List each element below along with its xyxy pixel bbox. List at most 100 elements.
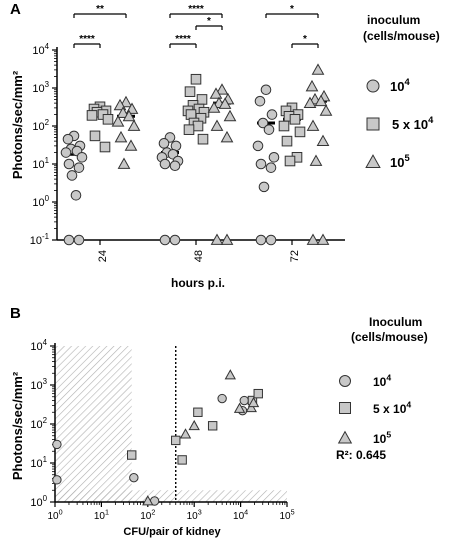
b-point [247,396,260,408]
a-point [215,83,229,95]
a-point [158,138,170,149]
b-point [127,450,137,460]
a-point [184,86,196,97]
b-x-tick-label-2: 102 [140,508,155,523]
a-significance-bracket: **** [73,34,101,48]
a-point [284,155,296,167]
legend-b-label-triangle: 105 [373,430,391,446]
a-point [197,133,209,145]
b-y-axis-title: Photons/sec/mm² [10,371,25,480]
a-point [209,87,223,99]
b-x-tick-label-0: 100 [47,508,62,523]
a-point [314,94,328,107]
a-point [102,114,114,125]
a-series-48-triangle [207,83,237,245]
a-y-tick-label-2: 102 [32,118,49,133]
a-point [70,190,82,201]
a-point [62,133,74,145]
a-point [254,95,266,107]
b-point [193,407,203,417]
a-point [207,101,221,113]
a-significance-label: * [290,4,294,15]
b-y-tick-label-3: 101 [30,455,47,470]
b-series-circle [52,393,249,506]
a-series-48-square [182,73,210,145]
a-significance-bracket: * [195,16,223,30]
a-point [252,140,264,152]
a-point [117,157,131,169]
a-point [116,106,130,118]
b-series-triangle [142,369,260,506]
a-significance-label: ** [96,4,104,15]
a-y-tick-label-1: 103 [32,80,49,95]
a-y-tick-label-5: 10-1 [30,232,50,247]
b-x-axis-title: CFU/pair of kidney [123,526,221,538]
a-significance-bracket: **** [169,4,223,18]
a-series-48-circle [156,132,184,246]
legend-b-marker-circle [339,375,351,387]
b-y-tick-label-4: 100 [30,494,47,509]
a-point [255,158,267,170]
a-series-24-triangle [111,95,141,169]
legend-b-label-circle: 104 [373,373,391,389]
a-significance-bracket: * [291,34,319,48]
a-point [159,234,171,246]
legend-a-marker-circle [366,79,380,93]
a-point [169,234,181,246]
legend-b-title-1: Inoculum [369,315,422,329]
a-point [294,126,306,138]
a-point [278,120,290,132]
a-point [169,160,181,172]
a-point [263,124,275,135]
b-hatched-region-x [55,346,132,502]
a-point [266,109,278,120]
legend-b: Inoculum (cells/mouse) 104 5 x 104 105 [337,315,428,446]
a-point [196,94,208,105]
b-point [233,402,246,413]
b-point [217,393,227,404]
a-point [111,115,125,127]
a-point [210,233,224,245]
a-significance-bracket: * [265,4,319,18]
a-significance-label: **** [79,34,95,45]
a-point [268,152,280,163]
legend-b-marker-triangle [337,430,353,444]
a-point [309,154,323,166]
b-point [245,401,257,413]
panel-a-label: A [10,1,21,18]
a-point [265,234,277,246]
a-point [73,162,85,173]
a-point [319,104,333,116]
legend-b-title-2: (cells/mouse) [351,330,428,344]
b-point [188,419,200,431]
a-point [122,109,136,122]
a-point [289,114,301,125]
b-point [52,475,62,485]
a-y-tick-label-0: 104 [32,42,49,57]
a-point [316,134,330,147]
a-y-tick-label-4: 100 [32,194,49,209]
a-point [220,233,234,245]
a-point [73,234,85,246]
r-squared-annotation: R²: 0.645 [336,448,386,462]
a-y-axis-title: Photons/sec/mm² [10,70,25,179]
b-point [129,472,139,483]
a-point [127,119,141,131]
legend-a-marker-square [366,117,380,131]
a-point [255,234,267,246]
a-significance-label: **** [188,4,204,15]
a-x-tick-label-48: 48 [193,250,205,262]
a-point [303,96,317,109]
panel-b-label: B [10,305,21,322]
a-series-24-circle [60,130,88,246]
b-point [253,388,263,399]
a-y-tick-label-3: 101 [32,156,49,171]
b-point [52,439,62,450]
a-x-tick-label-72: 72 [289,250,301,262]
a-series-72-triangle [303,63,333,245]
legend-a-title-1: inoculum [367,13,420,27]
b-point [171,435,181,446]
legend-b-marker-square [339,402,351,414]
